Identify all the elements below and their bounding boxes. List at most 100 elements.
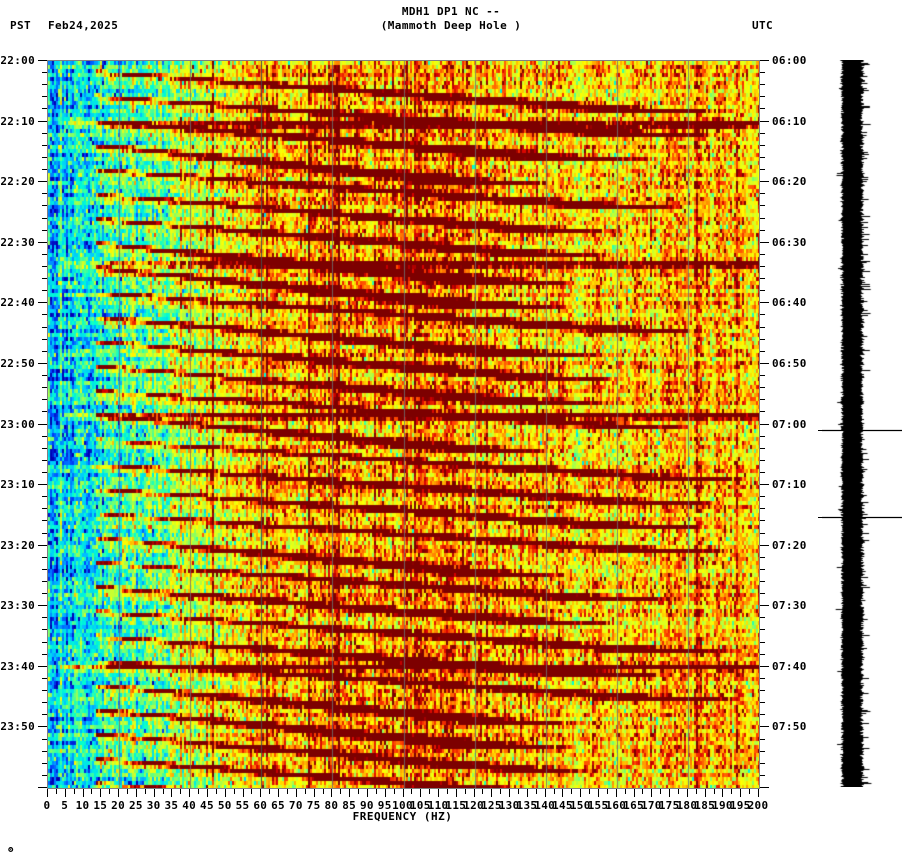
y-axis-pst-label: 23:10	[0, 478, 35, 491]
x-axis-major-tick	[136, 789, 137, 797]
y-axis-major-tick	[38, 787, 47, 788]
x-axis-tick-label: 35	[164, 799, 179, 812]
y-axis-minor-tick	[42, 339, 47, 340]
y-axis-major-tick	[760, 424, 769, 425]
y-axis-minor-tick	[42, 593, 47, 594]
y-axis-minor-tick	[42, 569, 47, 570]
y-axis-minor-tick	[760, 387, 765, 388]
x-axis-major-tick	[616, 789, 617, 797]
x-axis-minor-tick	[91, 789, 92, 794]
x-axis-minor-tick	[269, 789, 270, 794]
x-axis-major-tick	[278, 789, 279, 797]
y-axis-major-tick	[760, 726, 769, 727]
x-axis-minor-tick	[429, 789, 430, 794]
y-axis-minor-tick	[760, 266, 765, 267]
y-axis-minor-tick	[42, 581, 47, 582]
x-axis-major-tick	[758, 789, 759, 797]
x-axis-minor-tick	[465, 789, 466, 794]
x-axis-tick-label: 115	[445, 799, 467, 812]
y-axis-major-tick	[760, 605, 769, 606]
y-axis-major-tick	[760, 181, 769, 182]
y-axis-minor-tick	[42, 739, 47, 740]
y-axis-major-tick	[760, 545, 769, 546]
x-axis-minor-tick	[411, 789, 412, 794]
y-axis-minor-tick	[42, 169, 47, 170]
x-axis-tick-label: 85	[342, 799, 357, 812]
x-axis-major-tick	[420, 789, 421, 797]
y-axis-utc-label: 07:40	[772, 660, 807, 673]
y-axis-minor-tick	[42, 460, 47, 461]
y-axis-minor-tick	[760, 520, 765, 521]
x-axis-tick-label: 50	[217, 799, 232, 812]
x-axis-major-tick	[562, 789, 563, 797]
x-axis-major-tick	[403, 789, 404, 797]
x-axis-major-tick	[225, 789, 226, 797]
x-axis-minor-tick	[145, 789, 146, 794]
y-axis-minor-tick	[760, 339, 765, 340]
y-axis-minor-tick	[760, 351, 765, 352]
x-axis-minor-tick	[571, 789, 572, 794]
y-axis-minor-tick	[760, 96, 765, 97]
x-axis-tick-label: 105	[409, 799, 431, 812]
y-axis-minor-tick	[760, 472, 765, 473]
y-axis-major-tick	[38, 181, 47, 182]
spectrogram-plot[interactable]	[47, 60, 760, 789]
x-axis-minor-tick	[394, 789, 395, 794]
timezone-left-label: PST	[10, 19, 32, 32]
y-axis-minor-tick	[42, 387, 47, 388]
y-axis-minor-tick	[760, 714, 765, 715]
y-axis-utc-label: 07:30	[772, 599, 807, 612]
y-axis-major-tick	[760, 484, 769, 485]
x-axis-tick-label: 100	[392, 799, 413, 812]
x-axis-minor-tick	[714, 789, 715, 794]
y-axis-minor-tick	[760, 157, 765, 158]
x-axis-major-tick	[100, 789, 101, 797]
y-axis-minor-tick	[42, 775, 47, 776]
y-axis-minor-tick	[42, 254, 47, 255]
y-axis-utc-label: 06:40	[772, 296, 807, 309]
x-axis-minor-tick	[731, 789, 732, 794]
x-axis-minor-tick	[518, 789, 519, 794]
x-axis-minor-tick	[180, 789, 181, 794]
y-axis-minor-tick	[42, 193, 47, 194]
x-axis-minor-tick	[447, 789, 448, 794]
y-axis-minor-tick	[42, 496, 47, 497]
y-axis-minor-tick	[760, 399, 765, 400]
y-axis-minor-tick	[760, 254, 765, 255]
y-axis-minor-tick	[42, 520, 47, 521]
trace-time-marker	[818, 517, 902, 518]
y-axis-minor-tick	[760, 84, 765, 85]
waveform-trace-panel	[818, 60, 902, 787]
x-axis-tick-label: 95	[377, 799, 392, 812]
x-axis-major-tick	[687, 789, 688, 797]
y-axis-utc-label: 06:00	[772, 54, 807, 67]
y-axis-minor-tick	[42, 96, 47, 97]
x-axis-minor-tick	[625, 789, 626, 794]
x-axis-tick-label: 25	[128, 799, 143, 812]
y-axis-minor-tick	[760, 460, 765, 461]
y-axis-major-tick	[38, 484, 47, 485]
y-axis-utc-label: 07:10	[772, 478, 807, 491]
y-axis-minor-tick	[760, 496, 765, 497]
y-axis-pst-label: 22:40	[0, 296, 35, 309]
y-axis-minor-tick	[42, 690, 47, 691]
y-axis-minor-tick	[42, 629, 47, 630]
y-axis-minor-tick	[42, 290, 47, 291]
y-axis-pst-label: 22:00	[0, 54, 35, 67]
y-axis-minor-tick	[42, 751, 47, 752]
x-axis-minor-tick	[500, 789, 501, 794]
y-axis-minor-tick	[760, 508, 765, 509]
page-subtitle: (Mammoth Deep Hole )	[380, 19, 522, 32]
y-axis-major-tick	[760, 787, 769, 788]
x-axis-tick-label: 45	[200, 799, 214, 812]
x-axis-tick-label: 55	[235, 799, 250, 812]
x-axis-major-tick	[474, 789, 475, 797]
y-axis-minor-tick	[760, 205, 765, 206]
x-axis-major-tick	[154, 789, 155, 797]
y-axis-minor-tick	[760, 739, 765, 740]
y-axis-minor-tick	[42, 448, 47, 449]
y-axis-minor-tick	[42, 763, 47, 764]
x-axis-tick-label: 10	[75, 799, 90, 812]
y-axis-major-tick	[760, 363, 769, 364]
x-axis-tick-label: 30	[146, 799, 161, 812]
